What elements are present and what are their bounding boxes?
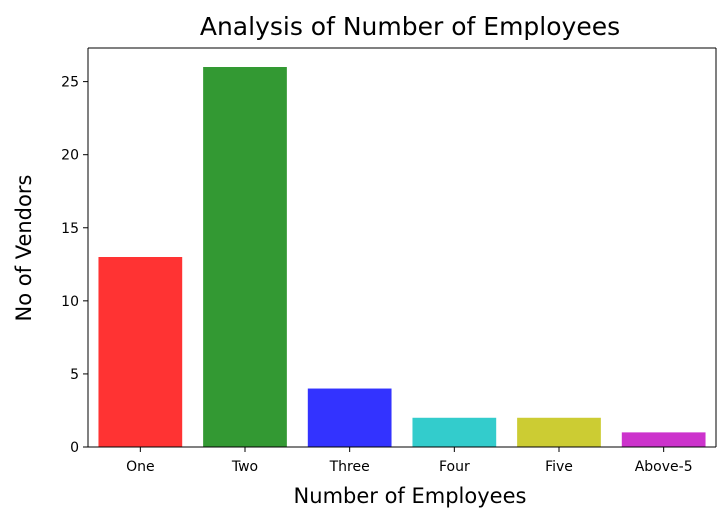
plot-area: 0 5 10 15 20 25 One Two Three Four Five Above-5 bbox=[61, 47, 717, 475]
chart-title: Analysis of Number of Employees bbox=[200, 12, 620, 41]
x-tick-label-five: Five bbox=[545, 459, 573, 475]
bar-five bbox=[517, 417, 601, 447]
x-tick-label-above-5: Above-5 bbox=[635, 459, 693, 475]
y-tick-label: 0 bbox=[70, 440, 79, 456]
bar-two bbox=[203, 67, 287, 447]
bar-above-5 bbox=[621, 432, 706, 447]
y-tick-label: 25 bbox=[61, 75, 79, 91]
bar-four bbox=[412, 417, 497, 447]
x-tick-label-three: Three bbox=[329, 459, 370, 475]
x-tick-label-two: Two bbox=[231, 459, 258, 475]
y-tick-label: 15 bbox=[61, 221, 79, 237]
y-tick-label: 5 bbox=[70, 367, 79, 383]
bar-three bbox=[307, 388, 392, 447]
y-axis-title: No of Vendors bbox=[12, 175, 36, 322]
y-tick-label: 20 bbox=[61, 148, 79, 164]
x-tick-label-one: One bbox=[126, 459, 155, 475]
bar-one bbox=[98, 257, 183, 447]
y-tick-label: 10 bbox=[61, 294, 79, 310]
x-tick-label-four: Four bbox=[439, 459, 470, 475]
x-axis-title: Number of Employees bbox=[294, 484, 527, 508]
